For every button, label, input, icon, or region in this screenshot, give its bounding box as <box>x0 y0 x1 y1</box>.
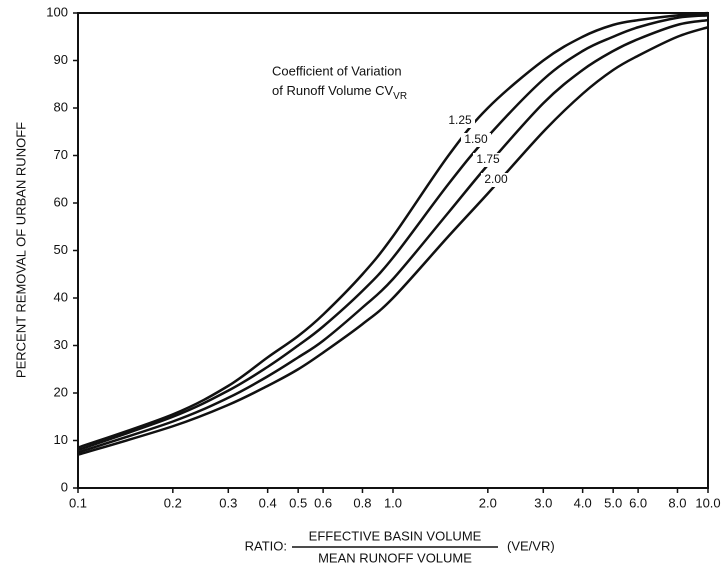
x-axis-label: MEAN RUNOFF VOLUME <box>318 550 472 565</box>
y-tick-label: 40 <box>54 289 68 304</box>
y-tick-label: 60 <box>54 194 68 209</box>
curve-label: 1.75 <box>476 152 500 166</box>
y-tick-label: 20 <box>54 384 68 399</box>
x-tick-label: 1.0 <box>384 495 402 510</box>
x-tick-label: 0.8 <box>353 495 371 510</box>
x-tick-label: 0.5 <box>289 495 307 510</box>
legend-title-subscript: VR <box>393 91 407 102</box>
curve-label: 2.00 <box>484 172 508 186</box>
y-axis-label: PERCENT REMOVAL OF URBAN RUNOFF <box>13 122 28 378</box>
x-tick-label: 3.0 <box>534 495 552 510</box>
x-tick-label: 6.0 <box>629 495 647 510</box>
curve-label: 1.25 <box>448 113 472 127</box>
curve-label-bg <box>481 173 511 187</box>
curve <box>77 11 709 449</box>
y-tick-label: 70 <box>54 147 68 162</box>
x-axis-label: RATIO: <box>245 538 287 553</box>
curve <box>77 26 709 456</box>
y-tick-label: 100 <box>46 4 68 19</box>
y-tick-label: 80 <box>54 99 68 114</box>
x-tick-label: 5.0 <box>604 495 622 510</box>
curve-label-bg <box>461 133 491 147</box>
legend-title: Coefficient of Variation <box>272 63 402 78</box>
x-tick-label: 0.6 <box>314 495 332 510</box>
x-tick-label: 2.0 <box>479 495 497 510</box>
x-tick-label: 10.0 <box>695 495 720 510</box>
curve-label-bg <box>445 114 475 128</box>
x-tick-label: 4.0 <box>574 495 592 510</box>
curve <box>77 14 709 452</box>
y-tick-label: 10 <box>54 432 68 447</box>
curve <box>77 18 709 454</box>
x-tick-label: 8.0 <box>668 495 686 510</box>
legend-title: of Runoff Volume CVVR <box>272 83 407 101</box>
x-tick-label: 0.2 <box>164 495 182 510</box>
y-tick-label: 0 <box>61 479 68 494</box>
x-tick-label: 0.3 <box>219 495 237 510</box>
legend-title-text: of Runoff Volume CV <box>272 83 393 98</box>
x-tick-label: 0.4 <box>259 495 277 510</box>
curve-label: 1.50 <box>464 132 488 146</box>
x-axis-label: (VE/VR) <box>507 538 555 553</box>
curve-label-bg <box>473 153 503 167</box>
x-tick-label: 0.1 <box>69 495 87 510</box>
y-tick-label: 30 <box>54 337 68 352</box>
x-axis-label: EFFECTIVE BASIN VOLUME <box>309 528 482 543</box>
y-tick-label: 90 <box>54 52 68 67</box>
y-tick-label: 50 <box>54 242 68 257</box>
